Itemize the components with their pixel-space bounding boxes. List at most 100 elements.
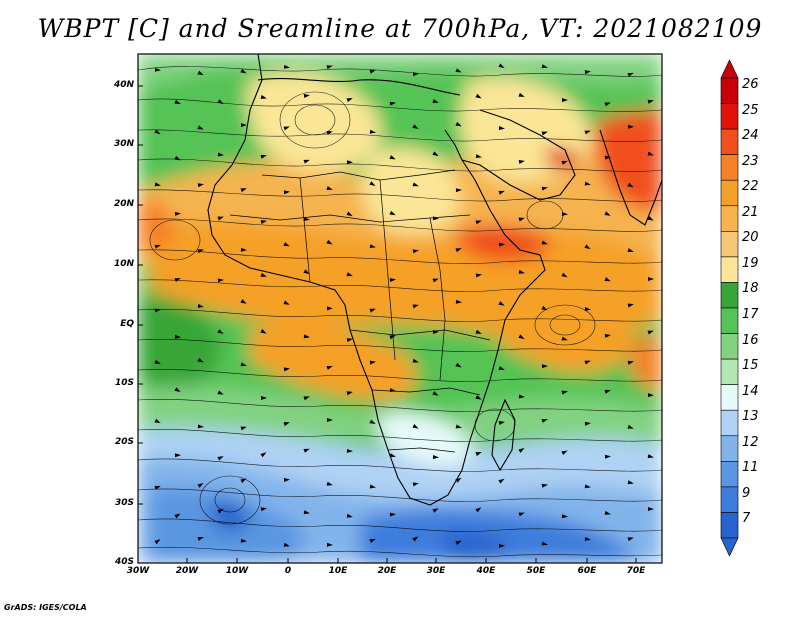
- latitude-label: 10N: [113, 259, 134, 269]
- streamline-arrowhead: [369, 129, 376, 134]
- streamline-arrowhead: [432, 391, 439, 396]
- streamline-arrowhead: [346, 211, 353, 217]
- streamline-arrowhead: [346, 513, 353, 518]
- colorbar-label: 21: [742, 204, 759, 220]
- streamline-arrowhead: [584, 536, 591, 541]
- streamline-arrowhead: [303, 510, 310, 515]
- streamline-arrowhead: [647, 454, 654, 459]
- longitude-label: 60E: [577, 566, 597, 576]
- streamline-arrowhead: [455, 68, 462, 73]
- streamline-arrowhead: [260, 452, 267, 458]
- streamline-arrowhead: [217, 390, 224, 395]
- colorbar-max-triangle: [720, 59, 739, 79]
- colorbar-label: 18: [742, 281, 759, 297]
- streamline-arrowhead: [518, 160, 525, 164]
- streamline-arrowhead: [432, 278, 439, 283]
- colorbar-swatch: [720, 435, 739, 462]
- streamline-arrowhead: [518, 217, 525, 222]
- colorbar-swatch: [720, 103, 739, 130]
- streamline-arrowhead: [260, 272, 267, 277]
- streamline-arrowhead: [604, 102, 611, 107]
- streamline-arrowhead: [561, 336, 568, 341]
- streamline-arrowhead: [174, 278, 181, 283]
- streamline-arrowhead: [604, 277, 611, 282]
- colorbar: [720, 59, 739, 557]
- streamline-arrowhead: [561, 211, 568, 216]
- streamline-arrowhead: [498, 126, 505, 131]
- streamline-arrowhead: [475, 273, 482, 278]
- land-outlines: [207, 54, 662, 506]
- latitude-label: 20S: [114, 437, 134, 447]
- colorbar-label: 24: [742, 128, 759, 144]
- colorbar-swatch: [720, 282, 739, 309]
- streamline-arrowhead: [260, 329, 267, 334]
- streamline-arrowhead: [154, 129, 161, 135]
- latitude-label: 20N: [113, 199, 134, 209]
- streamline-arrowhead: [174, 453, 181, 458]
- colorbar-swatch: [720, 333, 739, 360]
- streamline-arrowhead: [283, 477, 290, 482]
- latitude-label: 30N: [113, 139, 134, 149]
- streamline-arrowhead: [326, 481, 333, 486]
- streamline-arrowhead: [283, 242, 290, 247]
- streamline-arrowhead: [174, 211, 181, 216]
- streamline-arrowhead: [475, 452, 482, 456]
- streamline-arrowhead: [627, 248, 634, 252]
- map-panel: [138, 54, 662, 563]
- streamline-arrowhead: [174, 334, 181, 339]
- streamline-arrowhead: [326, 306, 333, 311]
- streamline-arrowhead: [475, 329, 482, 334]
- streamline-arrowhead: [584, 70, 591, 75]
- streamline-arrowhead: [260, 507, 267, 512]
- streamline-arrowhead: [346, 448, 353, 453]
- streamline-arrowhead: [197, 70, 204, 76]
- colorbar-min-triangle: [720, 537, 739, 557]
- streamline-arrowhead: [498, 366, 505, 371]
- streamline-arrowhead: [647, 330, 654, 335]
- streamline-arrowhead: [174, 155, 181, 161]
- streamline-arrowhead: [627, 124, 634, 129]
- streamline-arrowhead: [283, 190, 290, 195]
- streamline-arrowhead: [475, 93, 482, 99]
- streamline-arrowhead: [518, 334, 525, 340]
- streamline-arrowhead: [303, 216, 310, 221]
- streamline-arrowhead: [541, 305, 548, 311]
- streamline-arrowhead: [326, 186, 333, 190]
- streamline-arrowhead: [154, 244, 161, 249]
- streamline-arrowhead: [561, 514, 568, 519]
- streamline-arrowhead: [389, 155, 396, 160]
- streamline-arrowhead: [647, 393, 654, 398]
- streamline-arrowhead: [303, 334, 310, 339]
- streamline-arrowhead: [561, 450, 568, 455]
- streamline-arrowhead: [260, 396, 267, 401]
- streamline-arrowhead: [283, 542, 290, 547]
- streamline-arrowhead: [369, 308, 376, 313]
- streamline-arrowhead: [627, 72, 634, 77]
- colorbar-label: 23: [742, 153, 759, 169]
- colorbar-label: 13: [742, 409, 759, 425]
- streamline-arrowhead: [240, 68, 247, 74]
- longitude-label: 20E: [377, 566, 397, 576]
- colorbar-label: 19: [742, 255, 759, 271]
- streamline-arrowhead: [584, 181, 591, 186]
- streamline-arrowhead: [561, 390, 568, 395]
- streamline-arrowhead: [412, 482, 419, 487]
- streamline-arrowhead: [240, 362, 247, 367]
- streamline-arrowhead: [154, 359, 161, 364]
- streamline-arrowhead: [518, 512, 525, 517]
- colorbar-label: 14: [742, 383, 759, 399]
- streamline-arrowhead: [303, 448, 310, 453]
- streamline-arrowhead: [627, 303, 634, 308]
- streamline-arrowhead: [389, 210, 396, 216]
- streamline-arrowhead: [283, 422, 290, 427]
- streamline-arrowhead: [541, 240, 548, 245]
- streamline-arrowhead: [303, 396, 310, 401]
- streamline-arrowhead: [240, 478, 247, 484]
- streamline-arrowhead: [432, 454, 439, 459]
- streamline-arrowhead: [518, 394, 525, 399]
- streamline-arrowhead: [455, 362, 462, 368]
- colorbar-label: 12: [742, 434, 759, 450]
- longitude-label: 30W: [126, 566, 150, 576]
- longitude-label: 30E: [426, 566, 446, 576]
